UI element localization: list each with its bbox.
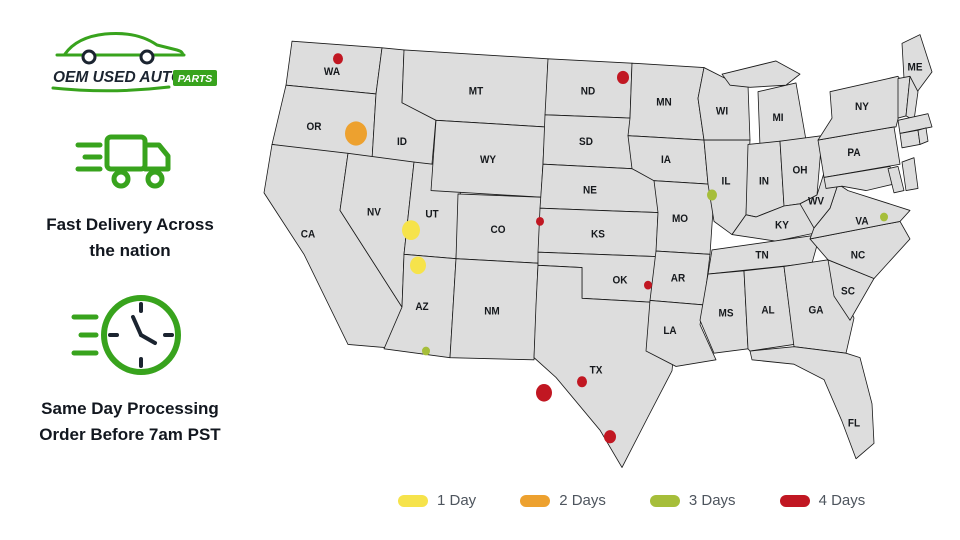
state-label: MS bbox=[719, 307, 734, 320]
state-shape bbox=[917, 127, 929, 145]
state-label: GA bbox=[809, 304, 824, 317]
state-label: WA bbox=[324, 65, 340, 78]
feature-same-day: Same Day Processing Order Before 7am PST bbox=[39, 287, 221, 471]
state-shape bbox=[899, 129, 921, 149]
state-label: SC bbox=[841, 285, 855, 298]
state-shape bbox=[901, 157, 919, 192]
legend-swatch bbox=[520, 494, 551, 507]
state-shape bbox=[721, 60, 807, 148]
state-label: TX bbox=[590, 364, 603, 377]
legend-swatch bbox=[649, 494, 680, 507]
state-label: OK bbox=[613, 274, 628, 287]
region-spot bbox=[402, 220, 420, 241]
legend-label: 4 Days bbox=[818, 492, 866, 509]
legend-item-1-day: 1 Day bbox=[398, 492, 476, 509]
state-label: KS bbox=[591, 228, 605, 241]
state-label: LA bbox=[663, 325, 677, 338]
brand-name-text: OEM USED AUTO bbox=[53, 69, 183, 86]
legend-item-4-days: 4 Days bbox=[779, 492, 866, 509]
state-label: AZ bbox=[415, 301, 429, 314]
feature-line: Same Day Processing bbox=[41, 398, 219, 418]
region-detail-spots bbox=[333, 53, 888, 444]
state-label: SD bbox=[579, 136, 593, 149]
region-spot bbox=[644, 280, 652, 290]
feature-fast-delivery: Fast Delivery Across the nation bbox=[46, 127, 214, 287]
region-spot bbox=[536, 384, 552, 402]
state-label: PA bbox=[847, 147, 861, 160]
state-label: ME bbox=[908, 61, 923, 74]
state-label: IL bbox=[722, 175, 731, 188]
state-label: CO bbox=[491, 224, 506, 237]
state-label: MN bbox=[656, 96, 672, 109]
region-spot bbox=[345, 121, 367, 146]
feature-line: Order Before 7am PST bbox=[39, 425, 221, 445]
feature-line: the nation bbox=[89, 241, 171, 261]
state-label: WV bbox=[808, 195, 824, 208]
legend-label: 1 Day bbox=[437, 492, 477, 509]
state-label: OH bbox=[793, 164, 808, 177]
feature-text: Fast Delivery Across the nation bbox=[46, 212, 214, 265]
legend-swatch bbox=[779, 494, 810, 507]
legend-item-2-days: 2 Days bbox=[520, 492, 606, 509]
state-label: WY bbox=[480, 153, 496, 166]
state-label: MI bbox=[772, 112, 783, 125]
state-shape bbox=[533, 264, 679, 468]
state-shape bbox=[743, 265, 795, 352]
state-label: NM bbox=[484, 305, 500, 318]
region-spot bbox=[707, 189, 717, 201]
state-label: MO bbox=[672, 213, 688, 226]
state-shape bbox=[383, 253, 457, 359]
map-legend: 1 Day 2 Days 3 Days 4 Days bbox=[398, 492, 865, 509]
region-spot bbox=[577, 376, 587, 388]
brand-badge-text: PARTS bbox=[177, 73, 212, 85]
legend-label: 3 Days bbox=[688, 492, 736, 509]
state-label: NE bbox=[583, 184, 597, 197]
region-spot bbox=[880, 212, 888, 222]
us-delivery-map: WA OR CA ID NV UT AZ MT WY CO NM ND SD N… bbox=[263, 34, 933, 468]
state-label: KY bbox=[775, 219, 789, 232]
legend-item-3-days: 3 Days bbox=[649, 492, 736, 509]
state-label: ND bbox=[581, 85, 596, 98]
state-shape bbox=[449, 258, 539, 361]
state-label: IA bbox=[661, 153, 671, 166]
state-label: OR bbox=[307, 120, 322, 133]
state-label: NV bbox=[367, 206, 381, 219]
region-spot bbox=[604, 430, 616, 444]
state-label: TN bbox=[755, 249, 768, 262]
info-sidebar: OEM USED AUTO PARTS Fast Delivery Acro bbox=[16, 24, 244, 470]
state-label: VA bbox=[855, 215, 869, 228]
state-label: IN bbox=[759, 175, 769, 188]
state-labels: WA OR CA ID NV UT AZ MT WY CO NM ND SD N… bbox=[301, 61, 923, 430]
state-shapes bbox=[263, 34, 933, 468]
state-label: FL bbox=[848, 417, 861, 430]
state-label: UT bbox=[425, 208, 439, 221]
state-shape bbox=[887, 166, 905, 194]
state-label: NY bbox=[855, 101, 869, 114]
region-spot bbox=[422, 346, 430, 356]
state-label: NC bbox=[851, 249, 866, 262]
car-logo-icon: OEM USED AUTO PARTS bbox=[51, 32, 217, 93]
feature-line: Fast Delivery Across bbox=[46, 215, 214, 234]
region-spot bbox=[536, 216, 544, 226]
state-label: AR bbox=[671, 272, 686, 285]
clock-icon bbox=[71, 287, 189, 388]
state-label: CA bbox=[301, 228, 316, 241]
state-shape bbox=[823, 166, 895, 192]
legend-swatch bbox=[398, 494, 428, 507]
state-label: WI bbox=[716, 105, 728, 118]
feature-text: Same Day Processing Order Before 7am PST bbox=[39, 396, 220, 449]
state-label: AL bbox=[761, 304, 775, 317]
region-spot bbox=[617, 70, 629, 85]
region-spot bbox=[410, 256, 426, 275]
state-shape bbox=[699, 270, 749, 354]
region-spot bbox=[333, 53, 343, 65]
brand-logo: OEM USED AUTO PARTS bbox=[43, 24, 218, 107]
legend-label: 2 Days bbox=[559, 492, 606, 509]
state-label: MT bbox=[469, 85, 484, 98]
delivery-truck-icon bbox=[74, 127, 186, 204]
state-label: ID bbox=[397, 136, 407, 149]
state-shape bbox=[749, 346, 875, 460]
